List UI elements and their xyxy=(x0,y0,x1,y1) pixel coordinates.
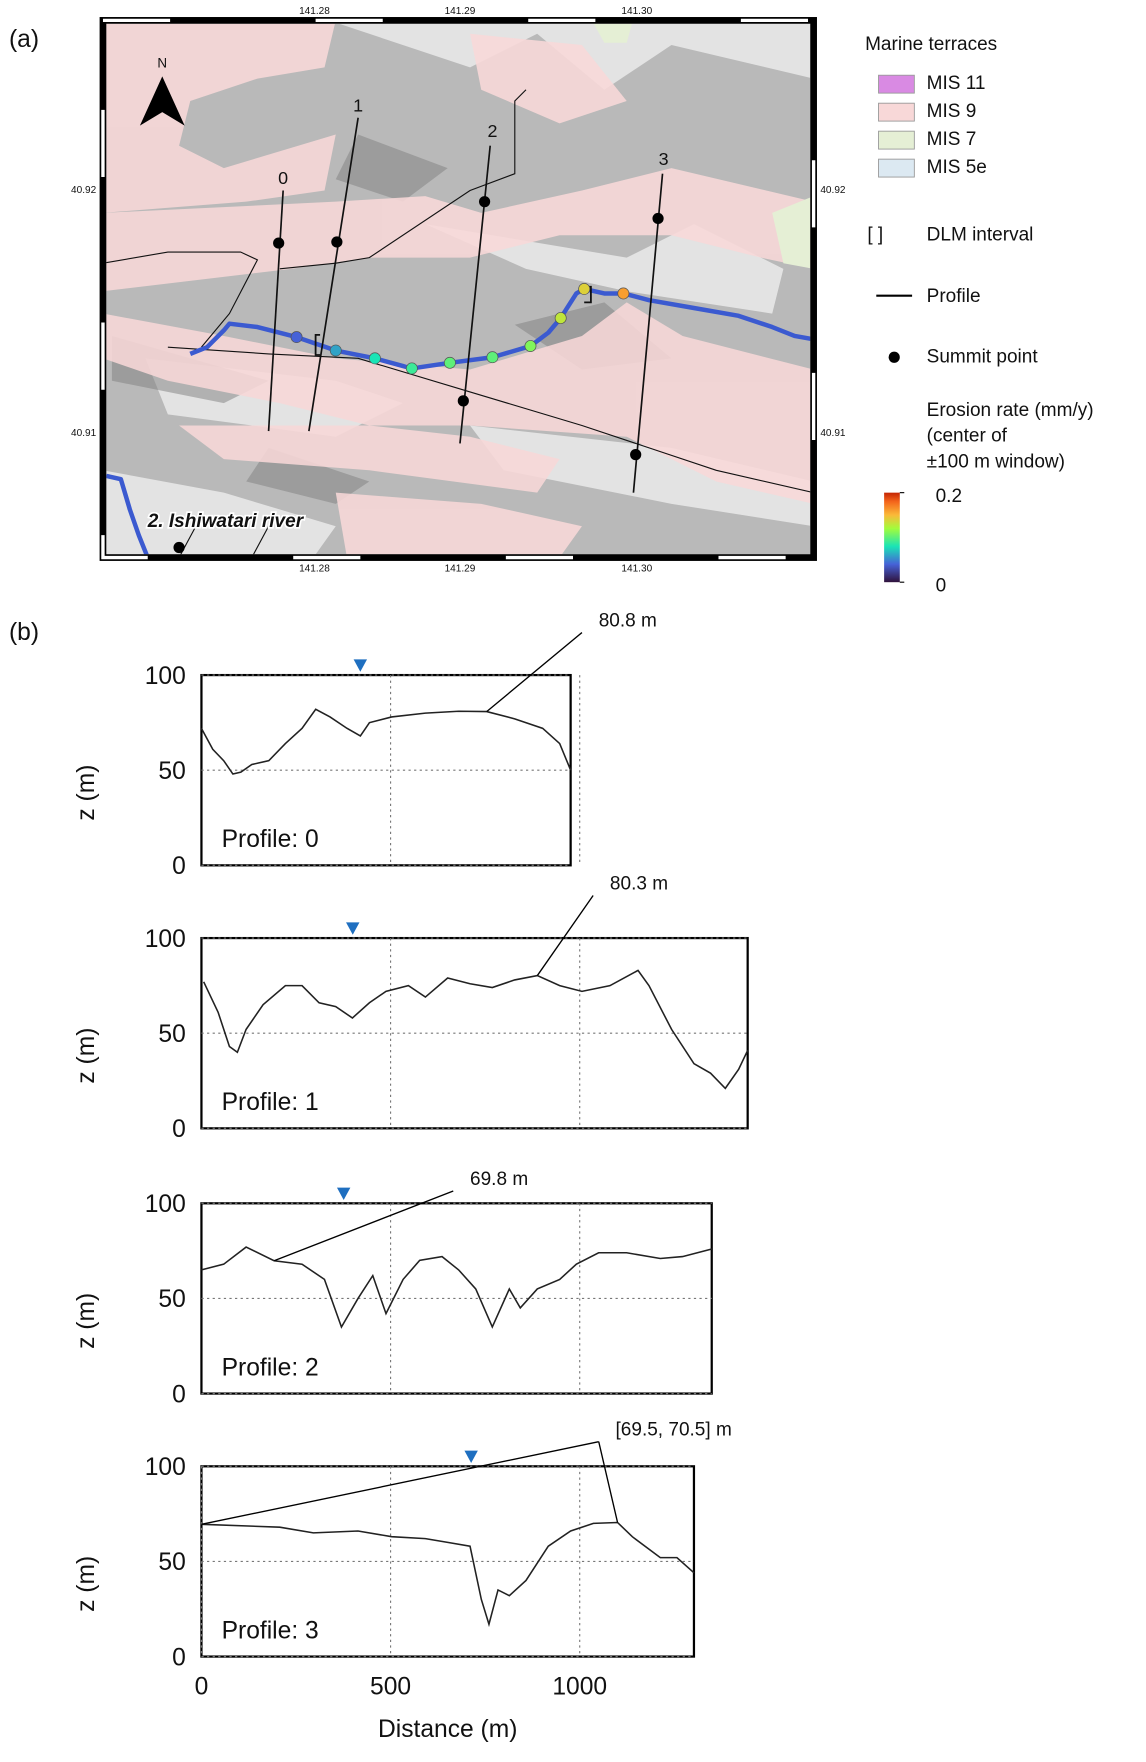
map-tick: 141.29 xyxy=(445,6,476,17)
river-label: 2. Ishiwatari river xyxy=(147,511,305,532)
erosion-point xyxy=(291,332,302,343)
legend-entry: MIS 11 xyxy=(927,73,986,94)
north-label: N xyxy=(157,56,167,71)
legend: Marine terraces [ ] DLM interval Profile… xyxy=(865,34,1094,597)
erosion-point xyxy=(369,353,380,364)
legend-entry: Profile xyxy=(927,286,981,307)
map-tick: 141.29 xyxy=(445,563,476,574)
profile-label: 1 xyxy=(353,95,363,115)
profile-name: Profile: 3 xyxy=(222,1617,319,1644)
y-tick-label: 0 xyxy=(172,1644,186,1671)
map-tick: 40.91 xyxy=(71,428,97,439)
annotation: 69.8 m xyxy=(470,1169,528,1190)
x-tick-label: 1000 xyxy=(552,1673,607,1700)
river-marker xyxy=(346,922,359,934)
y-tick-label: 0 xyxy=(172,1381,186,1408)
legend-entry: MIS 5e xyxy=(927,157,987,178)
erosion-point xyxy=(555,312,566,323)
ylabel: z (m) xyxy=(73,1028,100,1084)
legend-swatch xyxy=(879,75,915,93)
legend-title: Marine terraces xyxy=(865,34,997,55)
erosion-point xyxy=(444,357,455,368)
colorbar xyxy=(884,493,900,583)
map-tick: 141.28 xyxy=(299,6,330,17)
legend-entry: DLM interval xyxy=(927,224,1034,245)
y-tick-label: 100 xyxy=(145,926,186,953)
legend-swatch xyxy=(879,159,915,177)
x-tick-label: 500 xyxy=(370,1673,411,1700)
y-tick-label: 100 xyxy=(145,663,186,690)
map: 2. Ishiwatari river 0 1 2 3 N xyxy=(103,20,814,557)
profile-chart: 0 50 100 z (m) Profile: 0 80.8 m xyxy=(73,610,657,880)
colorbar-tick-label: 0 xyxy=(936,576,947,597)
y-tick-label: 50 xyxy=(158,1549,185,1576)
page: { "panel_labels": ["(a)", "(b)"], "map":… xyxy=(0,0,1146,1762)
y-tick-label: 100 xyxy=(145,1454,186,1481)
map-tick: 141.28 xyxy=(299,563,330,574)
figure: (a) (b) 2. Ish xyxy=(0,0,1146,1762)
ylabel: z (m) xyxy=(73,1556,100,1612)
legend-dot xyxy=(889,352,900,363)
erosion-point xyxy=(579,283,590,294)
profile-chart: 0 50 100 z (m) Profile: 2 69.8 m xyxy=(73,1169,712,1408)
y-tick-label: 50 xyxy=(158,1286,185,1313)
erosion-point xyxy=(406,363,417,374)
river-marker xyxy=(337,1188,350,1200)
erosion-point xyxy=(487,352,498,363)
profile-label: 3 xyxy=(659,149,669,169)
y-tick-label: 50 xyxy=(158,1021,185,1048)
x-tick-label: 0 xyxy=(195,1673,209,1700)
y-tick-label: 0 xyxy=(172,1116,186,1143)
annotation: 80.3 m xyxy=(610,873,668,894)
ylabel: z (m) xyxy=(73,1293,100,1349)
xlabel: Distance (m) xyxy=(378,1716,517,1743)
y-tick-label: 100 xyxy=(145,1191,186,1218)
erosion-point xyxy=(330,345,341,356)
charts: 0 50 100 z (m) Profile: 0 80.8 m 0 50 100 z (m) Pr… xyxy=(73,610,748,1743)
colorbar-title: Erosion rate (mm/y) xyxy=(927,400,1094,421)
y-tick-label: 0 xyxy=(172,853,186,880)
river-marker xyxy=(464,1451,477,1463)
profile-chart: 0 50 100 z (m) Profile: 1 80.3 m xyxy=(73,873,748,1143)
annotation: 80.8 m xyxy=(599,610,657,631)
map-tick: 40.92 xyxy=(71,185,97,196)
ylabel: z (m) xyxy=(73,765,100,821)
legend-entry: MIS 9 xyxy=(927,101,977,122)
profile-label: 0 xyxy=(278,168,288,188)
legend-symbol: [ ] xyxy=(867,224,883,245)
panel-label: (a) xyxy=(9,26,39,53)
annotation: [69.5, 70.5] m xyxy=(616,1420,732,1441)
map-tick: 40.92 xyxy=(820,185,846,196)
profile-name: Profile: 0 xyxy=(222,826,319,853)
y-tick-label: 50 xyxy=(158,758,185,785)
erosion-point xyxy=(618,288,629,299)
legend-entry: Summit point xyxy=(927,346,1039,367)
map-tick: 141.30 xyxy=(621,6,652,17)
erosion-point xyxy=(525,340,536,351)
colorbar-title: (center of xyxy=(927,426,1008,447)
legend-swatch xyxy=(879,131,915,149)
map-tick: 141.30 xyxy=(621,563,652,574)
profile-label: 2 xyxy=(487,121,497,141)
colorbar-title: ±100 m window) xyxy=(927,451,1065,472)
river-marker xyxy=(354,659,367,671)
colorbar-tick-label: 0.2 xyxy=(936,486,962,507)
legend-swatch xyxy=(879,103,915,121)
map-tick: 40.91 xyxy=(820,428,846,439)
profile-name: Profile: 1 xyxy=(222,1089,319,1116)
legend-entry: MIS 7 xyxy=(927,129,977,150)
profile-name: Profile: 2 xyxy=(222,1354,319,1381)
panel-label: (b) xyxy=(9,619,39,646)
